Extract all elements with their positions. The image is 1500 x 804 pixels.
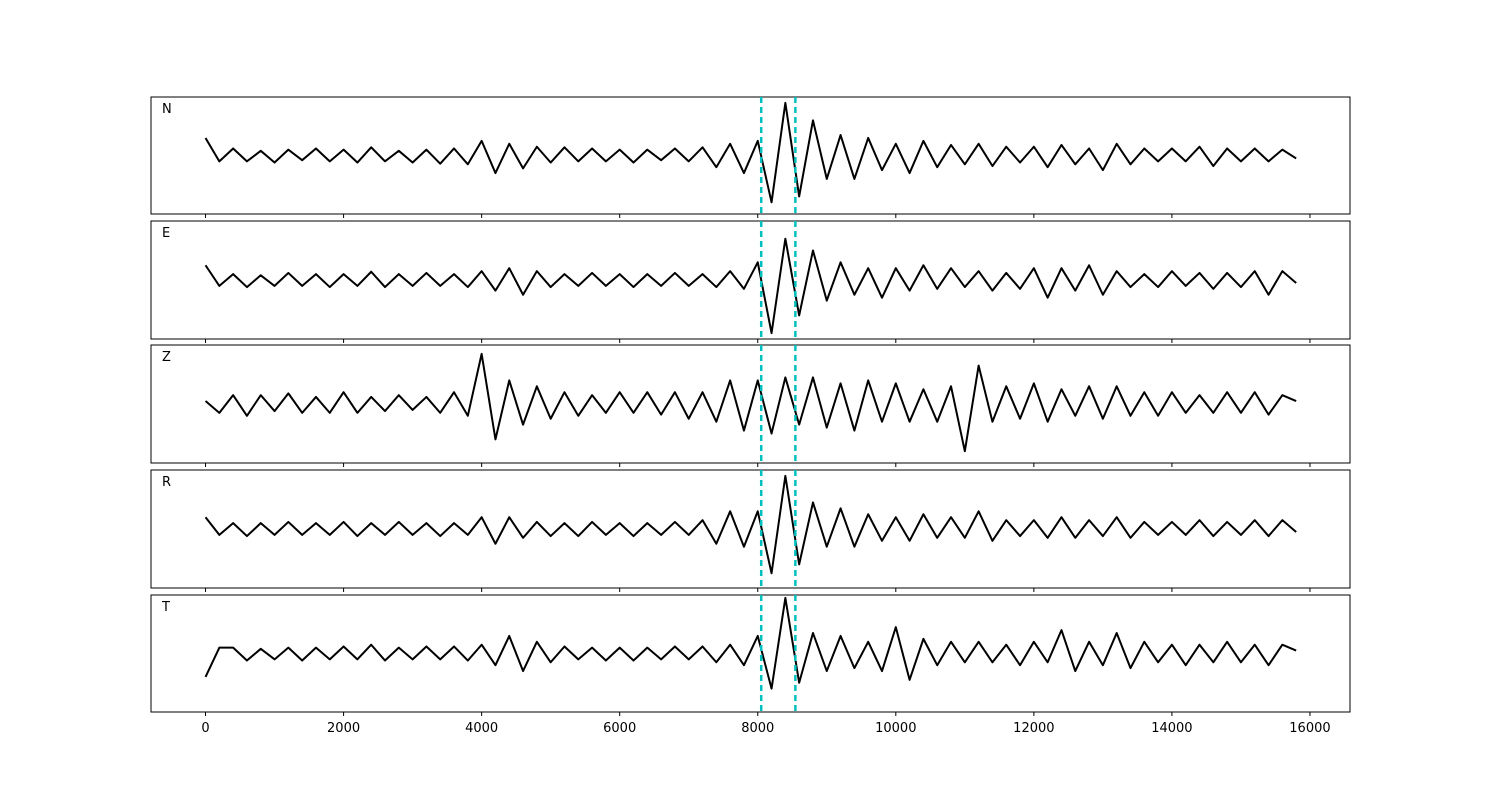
x-tick-label: 12000: [1013, 721, 1054, 736]
x-tick-label: 4000: [465, 721, 498, 736]
waveform: [204, 596, 1297, 690]
panel-label: T: [161, 600, 170, 615]
waveform: [204, 352, 1297, 453]
x-tick-label: 8000: [741, 721, 774, 736]
x-tick-label: 2000: [327, 721, 360, 736]
x-tick-label: 0: [201, 721, 209, 736]
panel-label: N: [162, 102, 172, 117]
x-tick-label: 14000: [1151, 721, 1192, 736]
waveform: [204, 101, 1297, 204]
panel-label: R: [162, 475, 171, 490]
waveform: [204, 237, 1297, 335]
waveform: [204, 474, 1297, 575]
x-tick-label: 16000: [1289, 721, 1330, 736]
panel-label: E: [162, 226, 170, 241]
panel-label: Z: [162, 350, 171, 365]
panel-frame: [150, 220, 1351, 340]
x-tick-label: 6000: [603, 721, 636, 736]
x-tick-label: 10000: [875, 721, 916, 736]
